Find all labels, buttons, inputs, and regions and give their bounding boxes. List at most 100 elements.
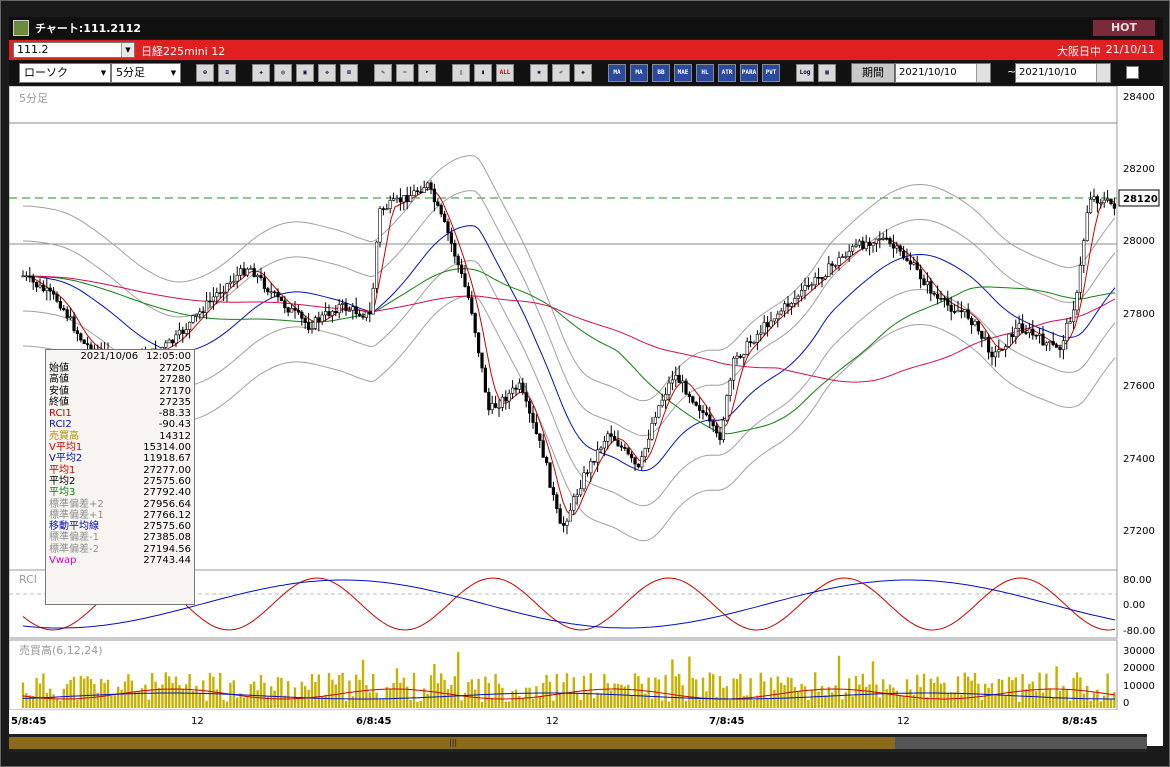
volume-bar bbox=[671, 659, 674, 708]
chart-type-select[interactable]: ローソク ▼ bbox=[19, 63, 111, 83]
candle-body bbox=[208, 300, 212, 303]
candle-body bbox=[949, 304, 953, 312]
select-icon[interactable]: ✂ bbox=[396, 64, 414, 82]
volume-bar bbox=[511, 691, 514, 708]
price-tick: 27800 bbox=[1123, 309, 1155, 320]
volume-bar bbox=[708, 672, 711, 708]
candle-body bbox=[357, 313, 362, 317]
candle-body bbox=[1112, 203, 1116, 209]
period-checkbox[interactable] bbox=[1126, 66, 1139, 79]
rci-tick: -80.00 bbox=[1123, 626, 1155, 637]
candle-body bbox=[259, 274, 263, 279]
moving-average-line bbox=[22, 225, 1116, 472]
candle-body bbox=[497, 407, 501, 409]
candle-body bbox=[762, 322, 766, 334]
candle-body bbox=[463, 273, 467, 287]
candle-body bbox=[697, 405, 702, 411]
chevron-down-icon[interactable]: ▼ bbox=[121, 43, 134, 57]
volume-bar bbox=[259, 675, 263, 708]
volume-bar bbox=[446, 689, 450, 708]
volume-bar bbox=[732, 678, 735, 708]
log-button[interactable]: Log bbox=[796, 64, 814, 82]
scrollbar-grip-icon[interactable]: ||| bbox=[449, 738, 458, 747]
volume-bar bbox=[304, 686, 307, 708]
volume-bar bbox=[603, 674, 606, 708]
candle-box-icon[interactable]: ▯ bbox=[452, 64, 470, 82]
title-bar[interactable]: チャート:111.2112 HOT bbox=[9, 17, 1163, 39]
volume-bar bbox=[831, 692, 834, 708]
pvt-button[interactable]: PVT bbox=[762, 64, 780, 82]
volume-bar bbox=[35, 677, 38, 708]
data-window-row-label: 売買高 bbox=[49, 430, 79, 442]
volume-bar bbox=[103, 682, 106, 708]
volume-bar bbox=[538, 696, 541, 708]
date-to-field[interactable]: 2021/10/10 bbox=[1015, 63, 1111, 83]
candle-body bbox=[878, 238, 882, 240]
volume-bar bbox=[977, 683, 980, 708]
candle-body bbox=[1044, 342, 1048, 346]
draw-line-icon[interactable]: ✎ bbox=[374, 64, 392, 82]
para-button[interactable]: PARA bbox=[740, 64, 758, 82]
candlesticks bbox=[21, 180, 1116, 535]
candle-body bbox=[313, 317, 318, 329]
candle-body bbox=[296, 309, 301, 313]
candle-body bbox=[918, 269, 923, 280]
data-window-row: 安値 27170 bbox=[49, 386, 191, 397]
data-window-row-value: 27575.60 bbox=[143, 521, 191, 533]
candle-body bbox=[589, 460, 593, 474]
mae-button[interactable]: MAE bbox=[674, 64, 692, 82]
volume-bar bbox=[215, 689, 218, 708]
volume-bar bbox=[565, 673, 569, 708]
calendar-dropdown-icon[interactable] bbox=[976, 64, 990, 82]
chevron-down-icon[interactable]: ▼ bbox=[170, 69, 177, 77]
candle-body bbox=[663, 394, 668, 401]
zoom-in-icon[interactable]: ⊕ bbox=[196, 64, 214, 82]
horizontal-scrollbar[interactable]: ||| bbox=[9, 734, 1147, 752]
calendar-dropdown-icon[interactable] bbox=[1096, 64, 1110, 82]
rci1-line bbox=[22, 577, 1116, 631]
bollinger-lower1-line bbox=[22, 260, 1116, 507]
scrollbar-thumb[interactable] bbox=[895, 737, 1147, 749]
volume-bar bbox=[939, 683, 943, 708]
ma2-button[interactable]: MA bbox=[630, 64, 648, 82]
candle-body bbox=[21, 275, 25, 278]
ma1-button[interactable]: MA bbox=[608, 64, 626, 82]
settings-icon[interactable]: ✱ bbox=[530, 64, 548, 82]
date-from-field[interactable]: 2021/10/10 bbox=[895, 63, 991, 83]
data-window-row: 標準偏差+2 27956.64 bbox=[49, 499, 191, 510]
compare-icon[interactable]: ▣ bbox=[296, 64, 314, 82]
session-status: 大阪日中 bbox=[1057, 45, 1101, 58]
snapshot-icon[interactable]: ▦ bbox=[818, 64, 836, 82]
candle-box2-icon[interactable]: ▮ bbox=[474, 64, 492, 82]
magnify-icon[interactable]: ◎ bbox=[274, 64, 292, 82]
chevron-down-icon[interactable]: ▼ bbox=[100, 69, 107, 77]
volume-bar bbox=[851, 696, 854, 708]
volume-bar bbox=[93, 683, 96, 708]
interval-select[interactable]: 5分足 ▼ bbox=[111, 63, 181, 83]
volume-bar bbox=[848, 678, 851, 708]
arrow-icon[interactable]: ➤ bbox=[418, 64, 436, 82]
scrollbar-track[interactable] bbox=[9, 737, 895, 749]
atr-button[interactable]: ATR bbox=[718, 64, 736, 82]
all-button[interactable]: ALL bbox=[496, 64, 514, 82]
bb-button[interactable]: BB bbox=[652, 64, 670, 82]
symbol-code-select[interactable]: 111.2 ▼ bbox=[13, 42, 135, 58]
volume-label: 売買高(6,12,24) bbox=[19, 643, 103, 657]
candle-body bbox=[483, 367, 488, 393]
candle-body bbox=[908, 260, 912, 265]
symbol-code-value: 111.2 bbox=[17, 43, 49, 56]
crosshair-icon[interactable]: ✚ bbox=[252, 64, 270, 82]
zoom-out-icon[interactable]: ≡ bbox=[218, 64, 236, 82]
data-window-row: V平均1 15314.00 bbox=[49, 442, 191, 453]
palette-icon[interactable]: ✐ bbox=[552, 64, 570, 82]
volume-bar bbox=[1011, 680, 1014, 708]
data-window-row: 平均1 27277.00 bbox=[49, 465, 191, 476]
color-icon[interactable]: ◈ bbox=[574, 64, 592, 82]
candle-body bbox=[174, 334, 178, 344]
hl-button[interactable]: HL bbox=[696, 64, 714, 82]
volume-bar bbox=[769, 677, 773, 708]
fit-icon[interactable]: ⊠ bbox=[340, 64, 358, 82]
hot-button[interactable]: HOT bbox=[1093, 20, 1155, 36]
stretch-icon[interactable]: ✥ bbox=[318, 64, 336, 82]
candle-body bbox=[643, 448, 647, 457]
